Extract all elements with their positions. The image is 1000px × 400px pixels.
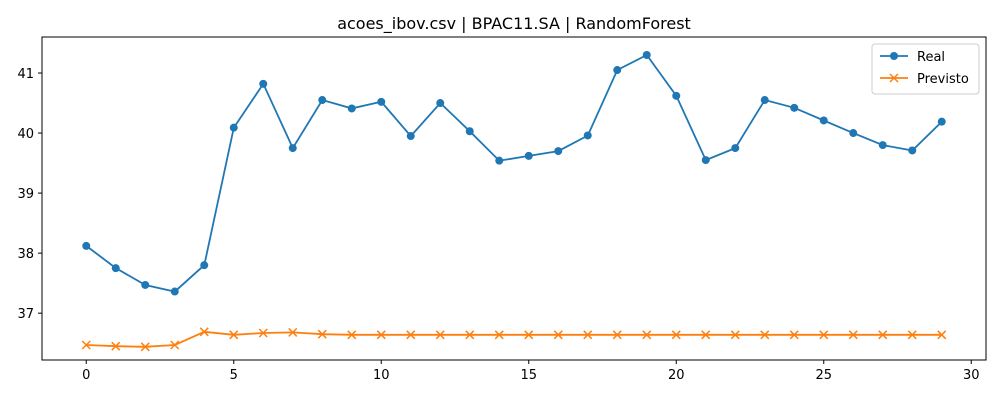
data-point bbox=[849, 129, 858, 138]
data-point bbox=[878, 330, 888, 340]
data-point bbox=[878, 141, 887, 150]
data-point bbox=[81, 340, 91, 350]
data-point bbox=[524, 151, 533, 160]
data-point bbox=[524, 330, 534, 340]
data-point bbox=[908, 146, 917, 155]
data-point bbox=[612, 330, 622, 340]
data-point bbox=[731, 144, 740, 153]
data-point bbox=[760, 330, 770, 340]
x-tick-label: 10 bbox=[373, 368, 390, 383]
data-point bbox=[495, 156, 504, 165]
data-point bbox=[937, 330, 947, 340]
series-line-previsto bbox=[86, 330, 942, 348]
y-tick-label: 41 bbox=[17, 67, 34, 82]
x-tick-label: 15 bbox=[520, 368, 537, 383]
data-point bbox=[789, 330, 799, 340]
data-point bbox=[465, 330, 475, 340]
x-tick-label: 25 bbox=[815, 368, 832, 383]
data-point bbox=[376, 330, 386, 340]
data-point bbox=[554, 147, 563, 156]
data-point bbox=[111, 264, 120, 273]
data-point bbox=[701, 156, 710, 165]
data-point bbox=[258, 328, 268, 338]
y-tick-label: 37 bbox=[17, 307, 34, 322]
data-point bbox=[730, 330, 740, 340]
data-point bbox=[642, 51, 651, 60]
data-point bbox=[259, 79, 268, 88]
legend-label: Previsto bbox=[917, 72, 969, 87]
data-point bbox=[229, 123, 238, 132]
data-point bbox=[318, 96, 327, 105]
data-point bbox=[317, 329, 327, 339]
data-point bbox=[790, 103, 799, 112]
series-real bbox=[82, 51, 946, 296]
series-previsto bbox=[81, 327, 947, 352]
data-point bbox=[671, 330, 681, 340]
data-point bbox=[436, 99, 445, 108]
legend-item-previsto: Previsto bbox=[880, 72, 969, 87]
data-point bbox=[141, 280, 150, 289]
x-tick-label: 0 bbox=[82, 368, 90, 383]
x-tick-label: 5 bbox=[230, 368, 238, 383]
chart-title: acoes_ibov.csv | BPAC11.SA | RandomFores… bbox=[337, 14, 691, 34]
data-point bbox=[377, 97, 386, 106]
data-point bbox=[907, 330, 917, 340]
data-point bbox=[435, 330, 445, 340]
x-tick-label: 30 bbox=[963, 368, 980, 383]
y-tick-label: 40 bbox=[17, 127, 34, 142]
data-point bbox=[848, 330, 858, 340]
data-point bbox=[406, 330, 416, 340]
data-point bbox=[701, 330, 711, 340]
data-point bbox=[229, 330, 239, 340]
data-point bbox=[613, 66, 622, 75]
data-point bbox=[111, 341, 121, 351]
data-point bbox=[583, 330, 593, 340]
data-point bbox=[553, 330, 563, 340]
data-point bbox=[465, 127, 474, 136]
data-point bbox=[347, 104, 356, 113]
y-tick-label: 38 bbox=[17, 247, 34, 262]
data-point bbox=[583, 131, 592, 140]
data-point bbox=[82, 241, 91, 250]
data-point bbox=[140, 342, 150, 352]
data-point bbox=[199, 327, 209, 337]
data-point bbox=[406, 132, 415, 141]
data-point bbox=[347, 330, 357, 340]
data-point bbox=[760, 96, 769, 105]
data-point bbox=[200, 261, 209, 270]
legend-marker bbox=[890, 52, 898, 60]
data-point bbox=[642, 330, 652, 340]
legend-label: Real bbox=[917, 50, 945, 65]
plot-frame bbox=[41, 36, 987, 361]
data-point bbox=[288, 327, 298, 337]
legend-item-real: Real bbox=[880, 50, 945, 65]
legend-marker bbox=[889, 73, 899, 83]
y-tick-label: 39 bbox=[17, 187, 34, 202]
data-point bbox=[819, 116, 828, 125]
data-point bbox=[494, 330, 504, 340]
series-line-real bbox=[85, 53, 943, 293]
data-point bbox=[819, 330, 829, 340]
data-point bbox=[288, 144, 297, 153]
legend: Real Previsto bbox=[871, 43, 980, 95]
data-point bbox=[170, 340, 180, 350]
data-point bbox=[937, 117, 946, 126]
x-tick-label: 20 bbox=[668, 368, 685, 383]
data-point bbox=[672, 91, 681, 100]
data-point bbox=[170, 287, 179, 296]
